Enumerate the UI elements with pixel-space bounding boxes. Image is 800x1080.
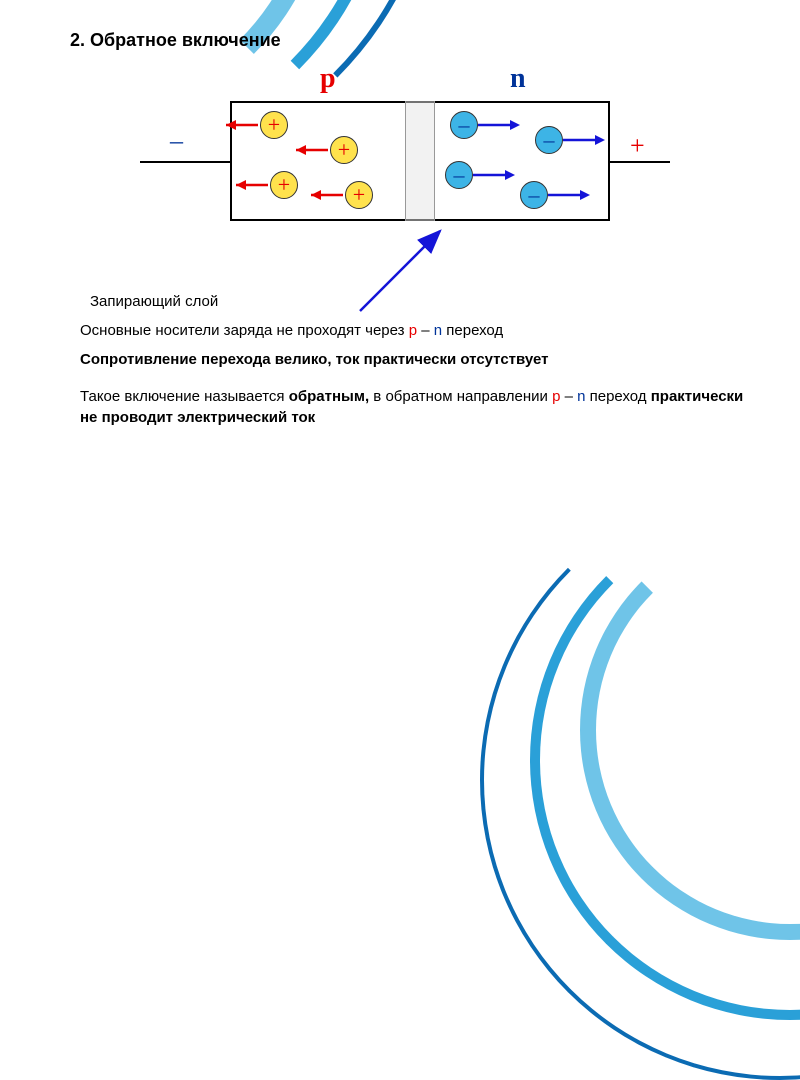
electron-carrier: – — [450, 111, 478, 139]
electron-arrow — [473, 168, 527, 182]
electron-arrow — [548, 188, 602, 202]
depletion-layer — [405, 101, 435, 221]
caption-3-dash: – — [560, 388, 577, 405]
electron-arrow — [478, 118, 532, 132]
left-wire — [140, 161, 230, 163]
p-region-label: p — [320, 63, 336, 95]
right-terminal: + — [630, 131, 645, 161]
caption-3: Такое включение называется обратным, в о… — [80, 386, 750, 428]
left-terminal: – — [170, 126, 183, 156]
hole-arrow — [226, 178, 280, 192]
slide-content: 2. Обратное включение p n – + ++++–––– З… — [0, 0, 800, 466]
caption-1-n: n — [434, 322, 442, 339]
hole-arrow — [301, 188, 355, 202]
caption-2: Сопротивление перехода велико, ток практ… — [80, 349, 750, 370]
n-region-label: n — [510, 63, 526, 95]
electron-carrier: – — [445, 161, 473, 189]
caption-3-mid: в обратном направлении — [369, 388, 552, 405]
caption-1-p: p — [409, 322, 417, 339]
caption-3-postpre: переход — [585, 388, 650, 405]
electron-arrow — [563, 133, 617, 147]
pn-diagram: p n – + ++++–––– — [140, 71, 660, 251]
hole-arrow — [216, 118, 270, 132]
caption-1-dash: – — [417, 322, 434, 339]
caption-3-bold1: обратным, — [289, 388, 369, 405]
caption-1: Основные носители заряда не проходят чер… — [80, 320, 750, 341]
electron-carrier: – — [520, 181, 548, 209]
caption-1-text: Основные носители заряда не проходят чер… — [80, 322, 409, 339]
caption-3-pre: Такое включение называется — [80, 388, 289, 405]
right-wire — [610, 161, 670, 163]
slide-title: 2. Обратное включение — [70, 30, 750, 51]
depletion-label: Запирающий слой — [90, 291, 750, 312]
electron-carrier: – — [535, 126, 563, 154]
caption-1-post: переход — [442, 322, 503, 339]
hole-arrow — [286, 143, 340, 157]
